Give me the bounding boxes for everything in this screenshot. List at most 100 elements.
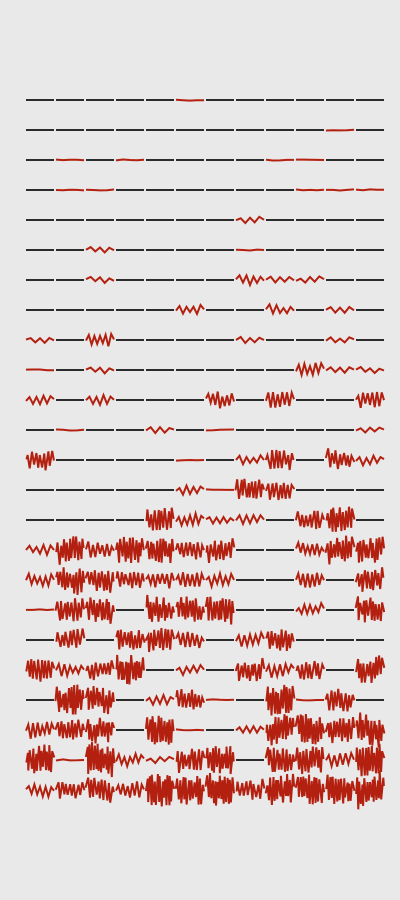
disturbed-line-segment [235,512,265,527]
disturbed-line-segment [295,600,325,617]
disturbed-line-segment [294,713,326,745]
disturbed-line-segment [354,567,385,592]
disturbed-line-segment [325,750,355,771]
disturbed-line-segment [175,728,205,732]
disturbed-line-segment [324,535,356,565]
disturbed-line-segment [265,158,294,162]
disturbed-line-segment [175,630,205,649]
disturbed-line-segment [294,774,326,805]
disturbed-line-segment [235,778,266,800]
disturbed-line-segment [294,510,326,530]
disturbed-line-segment [235,335,265,345]
disturbed-line-segment [55,428,85,432]
disturbed-line-segment [25,450,55,471]
disturbed-line-segment [355,426,385,434]
disturbed-line-segment [295,569,325,588]
disturbed-line-segment [55,660,85,680]
disturbed-line-segment [25,542,55,558]
disturbed-line-segment [85,660,115,681]
disturbed-line-segment [324,688,356,712]
disturbed-line-segment [54,719,86,740]
disturbed-line-segment [295,660,326,680]
disturbed-line-segment [325,366,355,375]
disturbed-line-segment [54,684,85,715]
disturbed-line-segment [264,746,296,773]
disturbed-line-segment [204,596,235,625]
disturbed-line-segment [295,188,325,192]
disturbed-line-segment [55,628,86,648]
disturbed-line-segment [235,453,265,467]
disturbed-line-segment [265,660,295,681]
disturbed-line-segment [205,391,235,409]
disturbed-line-segment [145,594,176,622]
disturbed-line-segment [115,781,145,798]
disturbed-line-segment [85,366,115,375]
disturbed-line-segment [145,755,175,765]
disturbed-line-segment [25,368,54,372]
disturbed-line-segment [144,774,176,807]
disturbed-line-segment [205,515,235,526]
disturbed-line-segment [355,655,386,683]
disturbed-line-segment [25,780,55,801]
disturbed-line-segment [264,449,295,471]
disturbed-line-segment [265,684,296,716]
disturbed-line-segment [235,272,265,288]
disturbed-line-segment [55,567,86,595]
disturbed-line-segment [325,128,355,132]
disturbed-line-segment [295,360,325,379]
disturbed-line-segment [115,629,146,650]
disturbed-line-segment [295,698,324,702]
disturbed-line-segment [175,98,204,102]
disturbed-line-segment [235,215,265,225]
disturbed-line-segment [25,393,55,407]
disturbed-line-segment [144,628,176,653]
disturbed-line-segment [355,743,386,777]
disturbed-line-segment [326,188,355,192]
disturbed-line-segment [234,657,266,682]
disturbed-line-segment [175,748,206,774]
disturbed-line-segment [175,596,206,622]
disturbed-line-segment [324,448,356,470]
disturbed-line-segment [264,773,296,805]
disturbed-line-segment [205,428,235,432]
disturbed-line-segment [265,629,295,652]
disturbed-line-segment [145,507,175,531]
disturbed-line-segment [355,188,384,192]
disturbed-line-segment [355,365,385,375]
disturbed-line-segment [84,686,115,715]
disturbed-line-segment [235,629,265,650]
disturbed-line-segment [294,746,325,775]
disturbed-line-segment [295,539,325,559]
disturbed-line-segment [175,458,205,462]
disturbed-line-segment [115,158,145,162]
disturbed-line-segment [85,392,115,408]
disturbed-line-segment [85,541,115,558]
disturbed-line-segment [114,536,145,563]
disturbed-line-segment [55,536,85,565]
disturbed-line-segment [235,248,265,252]
disturbed-line-segment [85,275,115,285]
disturbed-line-segment [25,570,55,590]
disturbed-line-segment [324,716,356,744]
disturbed-line-segment [85,331,115,348]
disturbed-line-segment [25,659,56,682]
disturbed-line-segment [234,478,266,499]
disturbed-line-segment [175,509,205,529]
disturbed-line-segment [355,453,385,468]
disturbed-line-segment [145,692,175,707]
disturbed-line-segment [54,598,85,622]
disturbed-line-segment [205,488,234,491]
disturbed-line-segment [325,774,356,804]
disturbed-line-segment [354,596,386,623]
disturbed-line-segment [265,388,295,408]
disturbed-line-segment [265,302,295,317]
disturbed-line-segment [175,689,206,710]
disturbed-line-segment [205,569,235,591]
disturbed-line-segment [205,538,236,564]
disturbed-line-segment [25,744,56,774]
disturbed-line-segment [355,770,385,810]
disturbed-line-segment [145,572,175,589]
disturbed-line-segment [175,569,205,587]
disturbed-line-segment [205,698,235,702]
